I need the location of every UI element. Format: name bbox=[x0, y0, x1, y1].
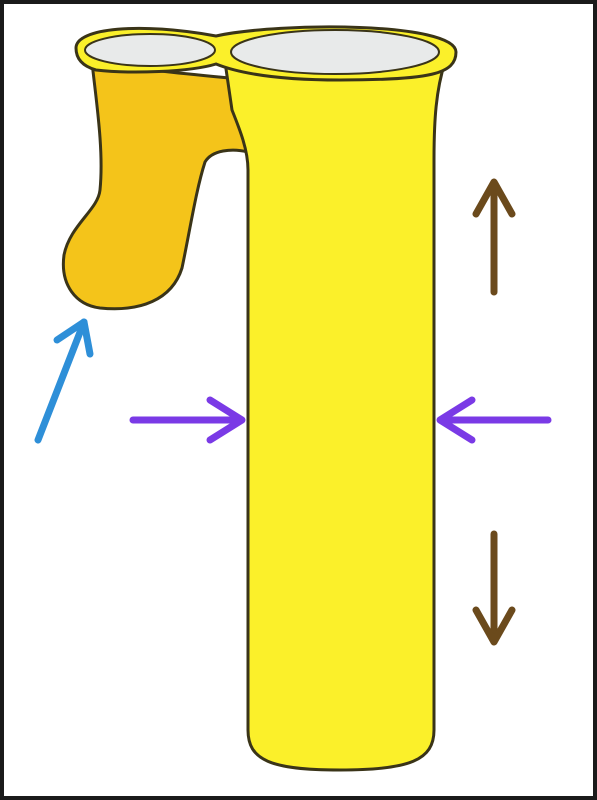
right-lumen bbox=[230, 29, 440, 75]
stretch-down-arrow bbox=[472, 530, 516, 646]
stretch-up-arrow bbox=[472, 178, 516, 296]
pouch-pointer-arrow bbox=[34, 318, 94, 444]
main-tube bbox=[223, 60, 448, 772]
left-lumen bbox=[84, 33, 216, 67]
squeeze-right-arrow bbox=[436, 396, 552, 444]
arrow-layer bbox=[34, 178, 552, 646]
squeeze-left-arrow bbox=[129, 396, 246, 444]
side-pouch bbox=[61, 60, 250, 311]
